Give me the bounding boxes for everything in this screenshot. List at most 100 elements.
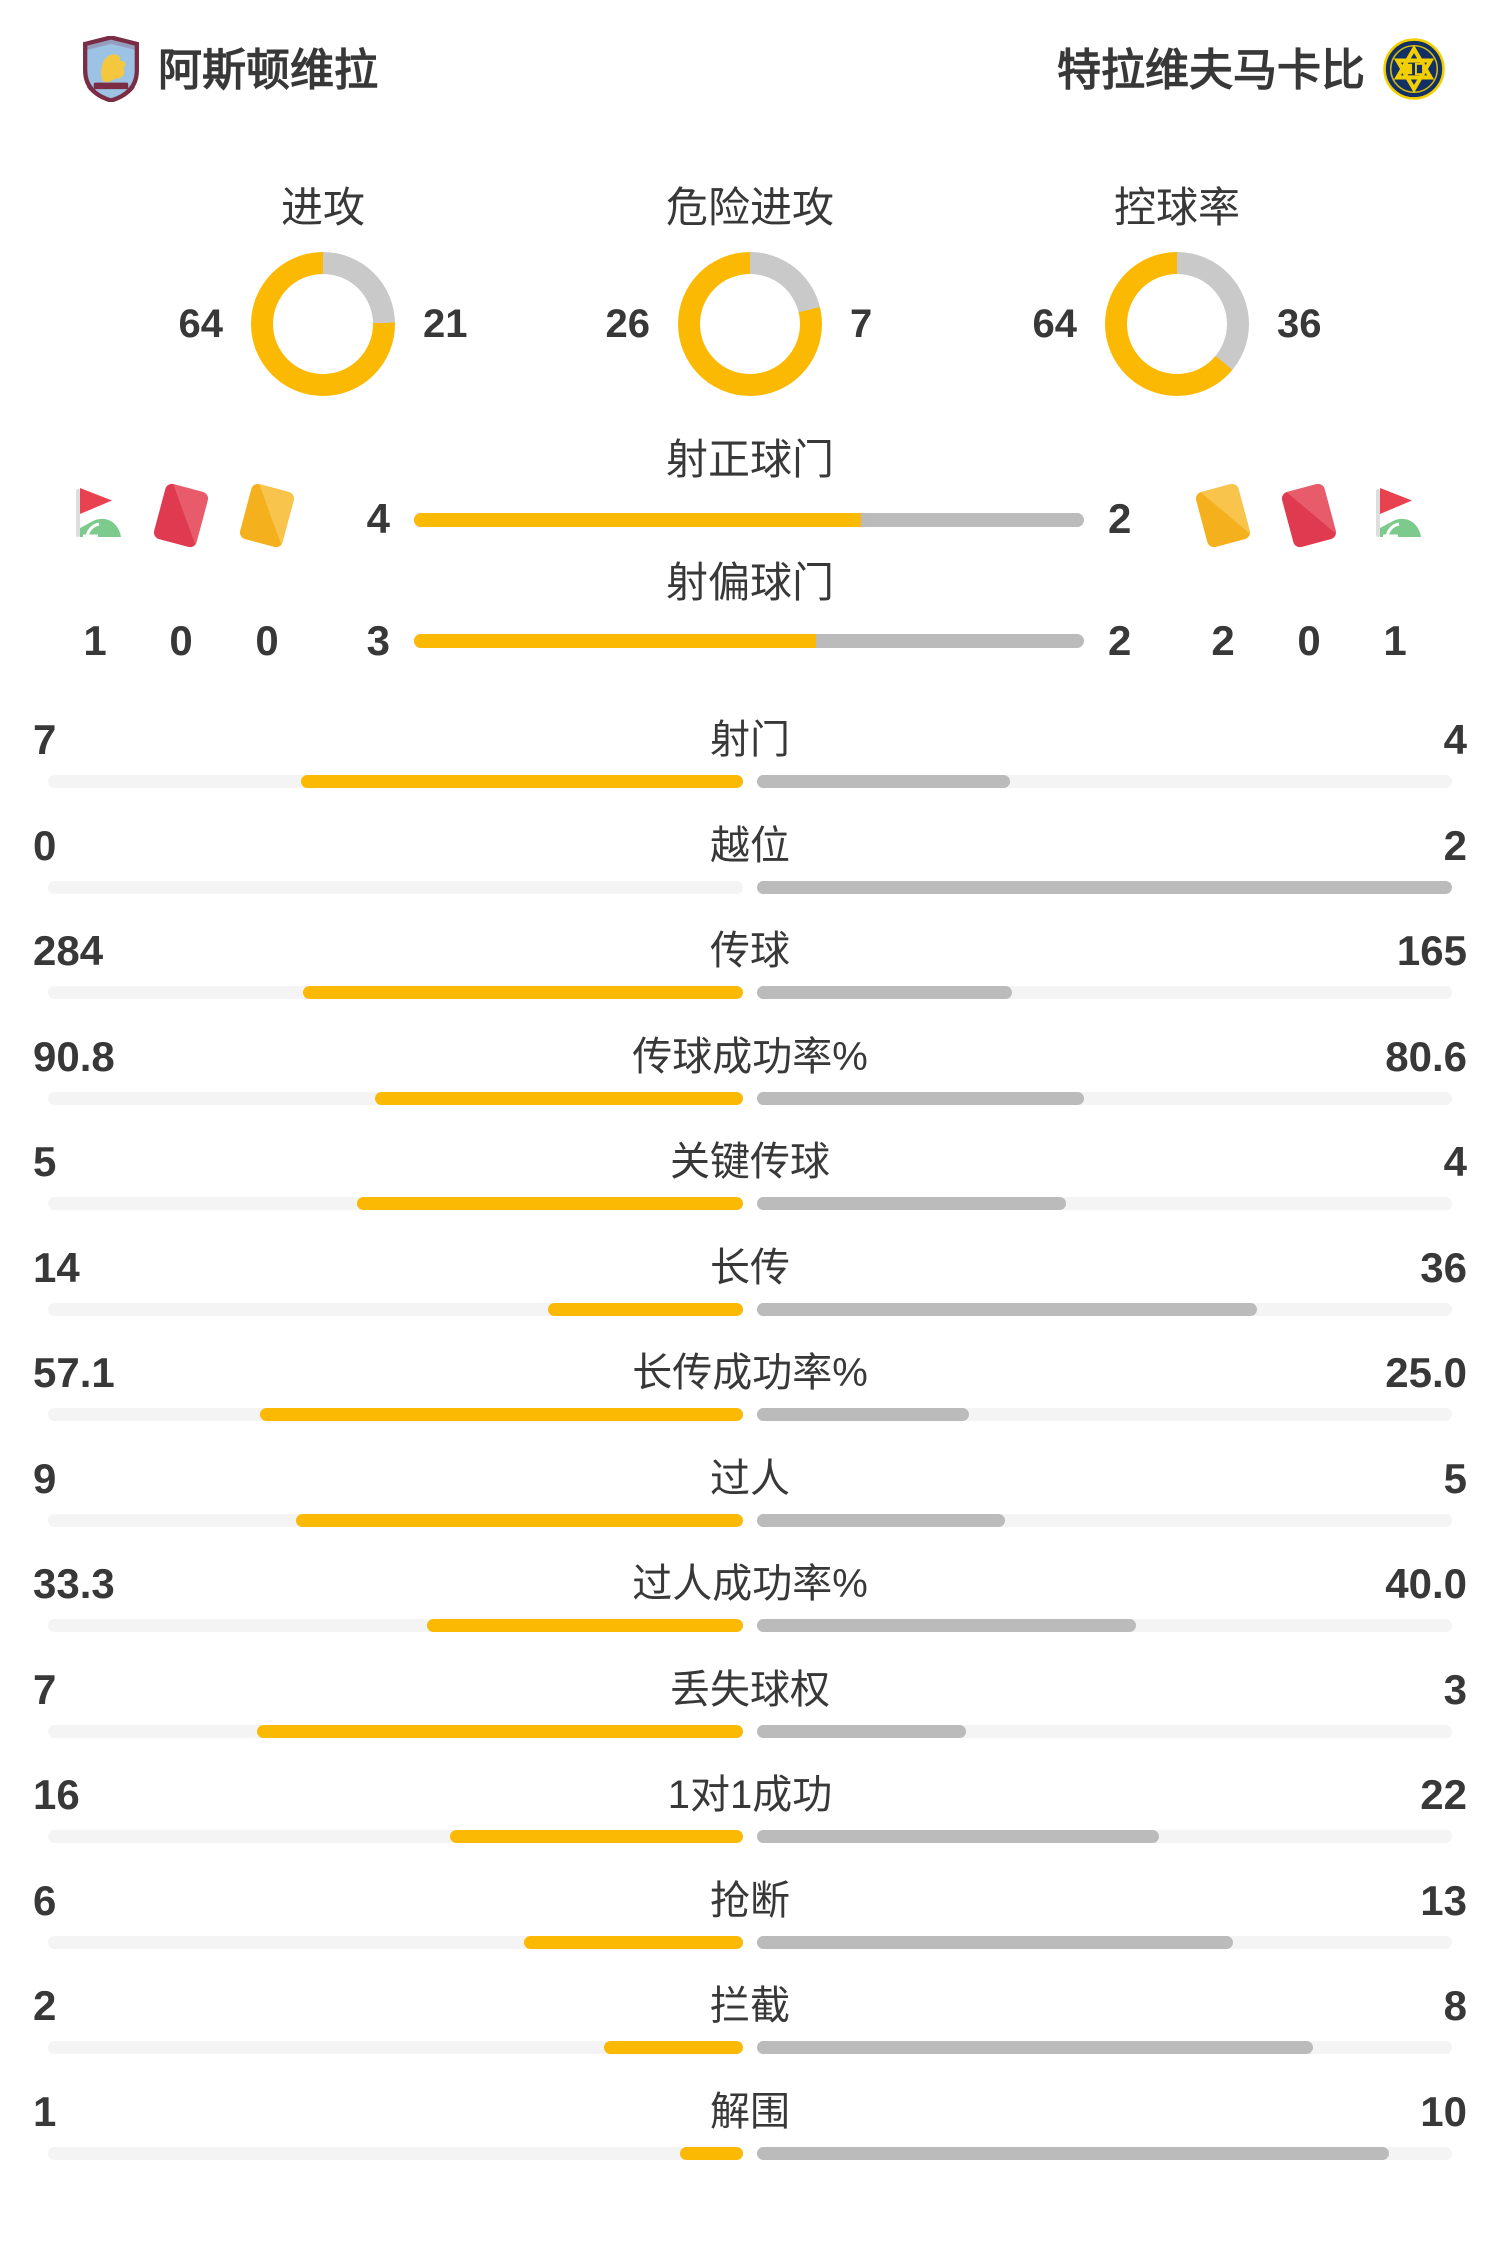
flag-cell [52,483,138,547]
stat-home-value: 5 [33,1138,57,1185]
stat-home-value: 0 [33,821,57,869]
shot-bar-label: 射正球门 [665,436,834,483]
stat-label: 关键传球 [670,1140,830,1184]
stat-home-value: 16 [33,1771,80,1818]
stat-home-value: 14 [33,1243,80,1291]
donut-chart [251,252,395,396]
stat-away-value: 8 [1443,1982,1467,2029]
stat-bar-home [303,986,743,999]
stat-home-value: 33.3 [33,1560,115,1607]
stat-home-value: 7 [33,1665,57,1713]
corner-count: 1 [83,617,107,664]
corner-count: 1 [1383,617,1407,664]
yellow-card-count: 0 [255,617,279,664]
bar-track-left [48,2041,743,2054]
stat-bar-home [427,1619,743,1632]
shot-bar [414,513,1084,527]
bar-track-left [48,1513,743,1527]
shots-section: 射正球门 4 2 射偏球门 3 2 1 0 0 2 0 1 [0,430,1500,692]
stat-bar-home [450,1830,743,1843]
donut-chart [1105,252,1249,396]
donut-home-value: 64 [178,301,224,346]
stat-label: 射门 [710,718,790,762]
stat-label: 抢断 [710,1878,790,1923]
stat-home-value: 284 [33,927,104,974]
discipline-counts-home: 1 0 0 [52,617,310,665]
shot-away-value: 2 [1108,495,1132,542]
stat-bar-home [256,1724,743,1738]
red-cell [138,481,224,549]
bar-track-right [757,1197,1452,1210]
stat-bar-home [679,2146,743,2160]
stat-row: 7 丢失球权 3 [0,1640,1500,1746]
donut-chart [678,252,822,396]
stat-row: 5 关键传球 4 [0,1112,1500,1218]
bar-track-left [48,1408,743,1421]
bar-track-left [48,775,743,788]
shot-bar-home-fill [414,513,861,527]
stat-bar-home [604,2041,743,2054]
bar-track-right [757,1724,1452,1738]
bar-track-right [757,1619,1452,1632]
stat-row: 90.8 传球成功率% 80.6 [0,1007,1500,1113]
stat-home-value: 7 [33,716,57,763]
red-card-icon [1280,481,1338,549]
team-home[interactable]: 阿斯顿维拉 [82,34,378,107]
bar-track-right [757,1302,1452,1316]
stat-away-value: 3 [1443,1665,1467,1713]
yellow-card-icon [238,481,296,549]
stat-label: 传球成功率% [632,1034,868,1079]
stat-label: 过人成功率% [632,1562,868,1606]
home-team-logo-icon [82,34,140,107]
stat-label: 过人 [710,1456,790,1501]
bar-track-left [48,1091,743,1105]
yellow-cell [224,481,310,549]
header: 阿斯顿维拉 特拉维夫马卡比 [0,34,1500,107]
shot-away-value: 2 [1108,617,1132,664]
red-cell [1266,481,1352,549]
donut-hole [1127,274,1227,374]
donut-hole [273,274,373,374]
bar-track-right [757,986,1452,999]
shot-bar-home-fill [414,634,816,648]
bar-track-left [48,986,743,999]
bar-track-left [48,1724,743,1738]
team-away[interactable]: 特拉维夫马卡比 [1057,37,1445,105]
stat-home-value: 57.1 [33,1349,115,1396]
stat-bar-away [757,2146,1389,2160]
flag-cell [1352,483,1438,547]
bar-track-left [48,1197,743,1210]
shot-home-value: 3 [366,617,390,664]
stat-row: 14 长传 36 [0,1218,1500,1324]
discipline-counts-away: 2 0 1 [1180,617,1438,665]
donut-label: 控球率 [1113,184,1240,231]
donut-label: 进攻 [280,184,365,231]
stat-row: 284 传球 165 [0,901,1500,1007]
shot-bar [414,634,1084,648]
donut-away-value: 36 [1277,301,1322,346]
stat-away-value: 40.0 [1385,1560,1467,1607]
stat-away-value: 10 [1420,2087,1467,2135]
yellow-card-count: 2 [1211,617,1235,664]
stat-away-value: 165 [1396,927,1467,974]
stat-label: 长传 [710,1245,790,1290]
stat-bar-away [757,1830,1160,1843]
bar-track-right [757,775,1452,788]
away-team-logo-icon [1383,37,1445,105]
stat-bar-away [757,1724,966,1738]
stat-bar-home [300,775,743,788]
corner-flag-icon [1376,488,1421,538]
bar-track-right [757,1935,1452,1949]
stat-label: 拦截 [710,1984,790,2028]
bar-track-right [757,2041,1452,2054]
stat-away-value: 5 [1443,1454,1467,1502]
stat-home-value: 6 [33,1876,57,1924]
stat-bar-away [757,775,1010,788]
red-card-icon [152,481,210,549]
bar-track-left [48,1619,743,1632]
stat-bar-away [757,880,1452,894]
stat-away-value: 36 [1420,1243,1467,1291]
stat-away-value: 4 [1443,716,1467,763]
donut-group: 危险进攻 26 7 [530,185,970,396]
